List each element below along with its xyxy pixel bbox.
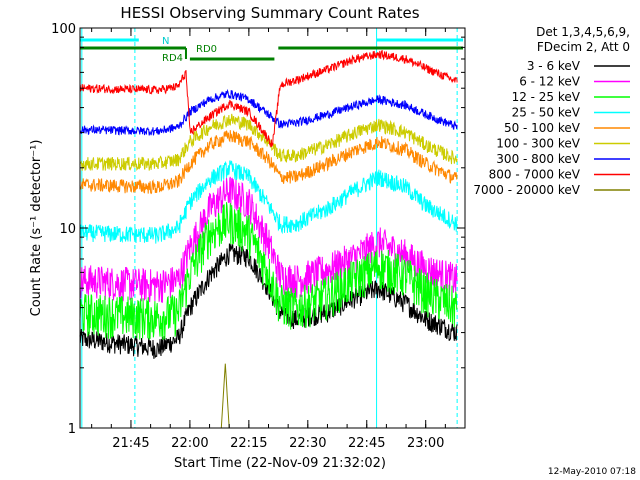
plot-area: N RD4 RD0 xyxy=(79,28,464,429)
legend-label-3: 25 - 50 keV xyxy=(512,106,581,120)
legend-header-line-2: FDecim 2, Att 0 xyxy=(537,40,630,54)
series-line-6 xyxy=(79,88,458,136)
saa-label-0: RD4 xyxy=(162,53,183,64)
y-tick-label-1: 10 xyxy=(59,222,76,237)
series-line-0 xyxy=(79,243,458,359)
x-tick-label-0: 21:45 xyxy=(112,436,149,451)
series-line-8 xyxy=(220,363,230,429)
series-line-7 xyxy=(79,49,458,147)
x-tick-label-3: 22:30 xyxy=(289,436,326,451)
chart-title: HESSI Observing Summary Count Rates xyxy=(120,4,419,22)
series-line-5 xyxy=(79,113,458,172)
legend-label-0: 3 - 6 keV xyxy=(527,59,581,73)
legend-label-5: 100 - 300 keV xyxy=(496,137,580,151)
y-tick-label-0: 1 xyxy=(68,422,76,437)
legend-label-2: 12 - 25 keV xyxy=(512,90,581,104)
legend-label-6: 300 - 800 keV xyxy=(496,152,580,166)
series-line-2 xyxy=(79,202,458,341)
legend: Det 1,3,4,5,6,9, FDecim 2, Att 0 3 - 6 k… xyxy=(473,25,630,197)
y-axis-label: Count Rate (s⁻¹ detector⁻¹) xyxy=(29,140,44,317)
legend-label-4: 50 - 100 keV xyxy=(504,121,581,135)
footer-date: 12-May-2010 07:18 xyxy=(548,467,636,477)
legend-label-8: 7000 - 20000 keV xyxy=(473,183,580,197)
x-tick-label-2: 22:15 xyxy=(230,436,267,451)
x-tick-label-5: 23:00 xyxy=(407,436,444,451)
legend-label-1: 6 - 12 keV xyxy=(519,75,581,89)
x-tick-label-4: 22:45 xyxy=(348,436,385,451)
x-axis-label: Start Time (22-Nov-09 21:32:02) xyxy=(174,456,386,471)
legend-label-7: 800 - 7000 keV xyxy=(489,168,581,182)
axes: 1 10 100 21:45 22:00 22:15 22:30 22:45 23:00 xyxy=(51,22,465,451)
legend-header-line-1: Det 1,3,4,5,6,9, xyxy=(536,25,630,39)
x-tick-label-1: 22:00 xyxy=(171,436,208,451)
saa-label-1: RD0 xyxy=(196,44,217,55)
series-line-3 xyxy=(79,160,458,244)
series-line-1 xyxy=(79,176,458,303)
series-line-4 xyxy=(79,130,458,195)
night-label: N xyxy=(162,36,169,47)
y-tick-label-2: 100 xyxy=(51,22,76,37)
